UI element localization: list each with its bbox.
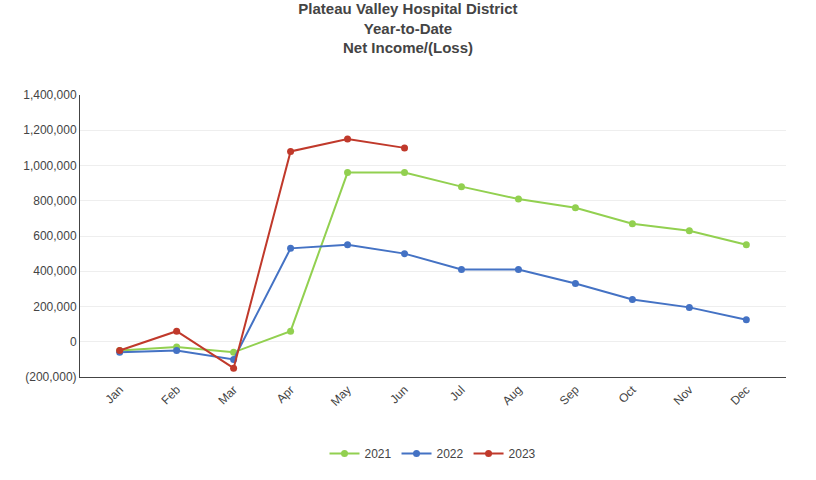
svg-text:Oct: Oct — [616, 382, 640, 406]
svg-text:0: 0 — [70, 335, 77, 349]
svg-text:2021: 2021 — [365, 447, 392, 461]
svg-text:2022: 2022 — [437, 447, 464, 461]
svg-text:Jan: Jan — [102, 383, 126, 407]
svg-text:200,000: 200,000 — [33, 300, 77, 314]
svg-text:1,000,000: 1,000,000 — [23, 159, 77, 173]
svg-text:Aug: Aug — [500, 383, 525, 408]
svg-text:May: May — [328, 383, 354, 409]
svg-text:Jun: Jun — [387, 383, 411, 407]
svg-text:Dec: Dec — [728, 383, 753, 408]
svg-text:1,400,000: 1,400,000 — [23, 88, 77, 102]
svg-text:(200,000): (200,000) — [25, 370, 76, 384]
svg-text:Nov: Nov — [671, 383, 696, 408]
svg-text:Sep: Sep — [557, 383, 582, 408]
svg-text:Mar: Mar — [215, 383, 240, 408]
svg-text:400,000: 400,000 — [33, 264, 77, 278]
svg-text:Plateau Valley Hospital Distri: Plateau Valley Hospital DistrictYear-to-… — [298, 0, 517, 56]
svg-text:800,000: 800,000 — [33, 194, 77, 208]
svg-text:Feb: Feb — [158, 383, 183, 408]
svg-text:1,200,000: 1,200,000 — [23, 123, 77, 137]
svg-text:Apr: Apr — [274, 383, 297, 406]
svg-text:Jul: Jul — [447, 383, 468, 404]
svg-text:2023: 2023 — [509, 447, 536, 461]
svg-text:600,000: 600,000 — [33, 229, 77, 243]
